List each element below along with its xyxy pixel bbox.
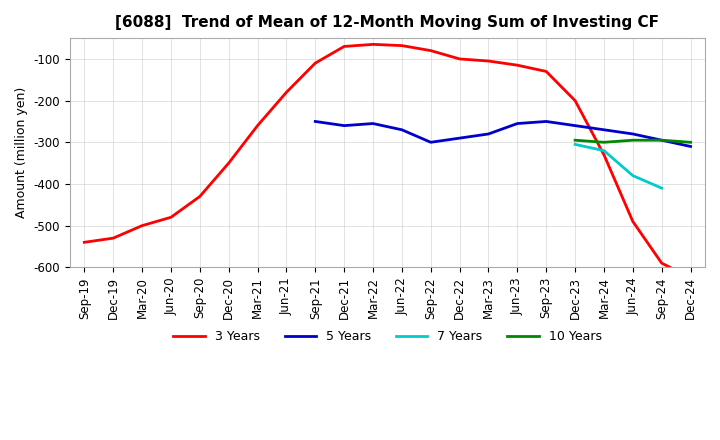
7 Years — [657, 186, 666, 191]
5 Years — [484, 131, 492, 136]
3 Years — [282, 90, 291, 95]
3 Years — [397, 43, 406, 48]
Line: 5 Years: 5 Years — [315, 121, 690, 147]
3 Years — [513, 62, 522, 68]
3 Years — [80, 240, 89, 245]
3 Years — [571, 98, 580, 103]
3 Years — [340, 44, 348, 49]
Line: 3 Years: 3 Years — [84, 44, 690, 278]
3 Years — [542, 69, 551, 74]
3 Years — [426, 48, 435, 53]
7 Years — [571, 142, 580, 147]
3 Years — [657, 260, 666, 266]
5 Years — [542, 119, 551, 124]
10 Years — [686, 139, 695, 145]
3 Years — [196, 194, 204, 199]
3 Years — [455, 56, 464, 62]
3 Years — [225, 161, 233, 166]
10 Years — [657, 138, 666, 143]
3 Years — [138, 223, 146, 228]
5 Years — [571, 123, 580, 128]
Line: 7 Years: 7 Years — [575, 144, 662, 188]
Line: 10 Years: 10 Years — [575, 140, 690, 142]
5 Years — [513, 121, 522, 126]
Legend: 3 Years, 5 Years, 7 Years, 10 Years: 3 Years, 5 Years, 7 Years, 10 Years — [168, 325, 606, 348]
3 Years — [629, 219, 637, 224]
3 Years — [109, 235, 117, 241]
5 Years — [657, 138, 666, 143]
Title: [6088]  Trend of Mean of 12-Month Moving Sum of Investing CF: [6088] Trend of Mean of 12-Month Moving … — [115, 15, 660, 30]
Y-axis label: Amount (million yen): Amount (million yen) — [15, 87, 28, 218]
7 Years — [629, 173, 637, 178]
10 Years — [571, 138, 580, 143]
5 Years — [686, 144, 695, 149]
5 Years — [629, 131, 637, 136]
5 Years — [340, 123, 348, 128]
3 Years — [311, 60, 320, 66]
3 Years — [600, 152, 608, 158]
3 Years — [166, 215, 175, 220]
10 Years — [629, 138, 637, 143]
5 Years — [397, 127, 406, 132]
3 Years — [253, 123, 262, 128]
5 Years — [600, 127, 608, 132]
5 Years — [311, 119, 320, 124]
3 Years — [484, 59, 492, 64]
5 Years — [455, 136, 464, 141]
7 Years — [600, 148, 608, 153]
3 Years — [686, 275, 695, 280]
10 Years — [600, 139, 608, 145]
5 Years — [426, 139, 435, 145]
3 Years — [369, 42, 377, 47]
5 Years — [369, 121, 377, 126]
